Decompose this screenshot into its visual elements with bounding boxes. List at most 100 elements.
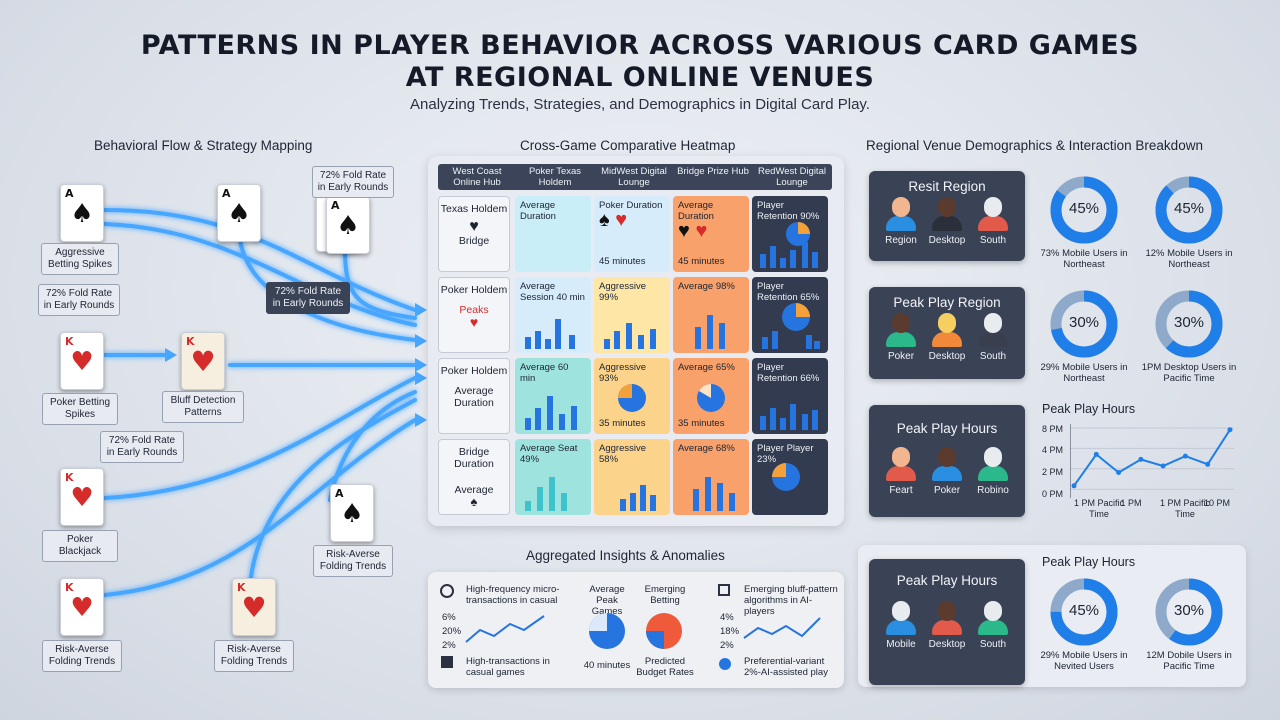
cell-text: Average Duration bbox=[520, 200, 556, 222]
bar bbox=[780, 258, 786, 268]
cell-text: Average Seat 49% bbox=[520, 443, 578, 465]
card-king-hearts: K ♥ bbox=[60, 468, 104, 526]
donut-value: 30% bbox=[1068, 314, 1100, 331]
cell-text: Aggressive 93% bbox=[599, 362, 646, 384]
cell-text: Poker Duration bbox=[599, 200, 663, 211]
insight-sparkline bbox=[465, 615, 545, 643]
heatmap-cell: Player Player 23% bbox=[752, 439, 828, 515]
flow-line bbox=[103, 208, 417, 312]
donut-caption: 12M Dobile Users in Pacific Time bbox=[1146, 650, 1232, 672]
person-label: Poker bbox=[933, 485, 961, 496]
insight-text: Emerging bluff-pattern algorithms in AI-… bbox=[744, 584, 838, 617]
cell-text: Average Session 40 min bbox=[520, 281, 585, 303]
hours-ytick: 8 PM bbox=[1042, 424, 1064, 434]
row-label-text: Texas Holdem bbox=[440, 203, 508, 215]
bar bbox=[604, 339, 610, 349]
bar bbox=[705, 477, 711, 511]
line-point bbox=[1138, 456, 1144, 462]
card-king-hearts: K ♥ bbox=[60, 578, 104, 636]
bar bbox=[559, 414, 565, 430]
cell-text: Aggressive 99% bbox=[599, 281, 646, 303]
spade-icon: ♠ bbox=[599, 209, 610, 231]
heatmap-row-label: Poker Holdem Average Duration bbox=[438, 358, 510, 434]
mini-chart bbox=[762, 303, 820, 349]
hours-chart-title-2: Peak Play Hours bbox=[1042, 555, 1136, 569]
donut-value: 45% bbox=[1068, 200, 1100, 217]
heatmap-cell: Aggressive 99% bbox=[594, 277, 670, 353]
person-label: Mobile bbox=[886, 639, 916, 650]
cell-text: Player Retention 90% bbox=[757, 200, 820, 222]
donut-caption: 29% Mobile Users in Nevited Users bbox=[1040, 650, 1128, 672]
region-panel: Peak Play Region Poker Desktop South bbox=[869, 287, 1025, 379]
donut-caption: 73% Mobile Users in Northeast bbox=[1040, 248, 1128, 270]
row-label-text: Average bbox=[454, 484, 494, 496]
heart-icon: ♥ bbox=[70, 593, 94, 623]
card-rank: K bbox=[65, 335, 74, 348]
bar bbox=[693, 489, 699, 511]
donut-caption: 29% Mobile Users in Northeast bbox=[1040, 362, 1128, 384]
heart-icon: ♥ bbox=[469, 218, 479, 235]
heatmap-cell: Average Session 40 min bbox=[515, 277, 591, 353]
donut-arc bbox=[1050, 290, 1118, 358]
person-icon bbox=[886, 197, 916, 231]
insight-text: High-frequency micro-transactions in cas… bbox=[466, 584, 560, 606]
arrowhead bbox=[415, 413, 427, 427]
region-panel-title: Peak Play Region bbox=[893, 295, 1001, 310]
person-icon bbox=[932, 313, 962, 347]
tick-label: 6% bbox=[442, 612, 456, 623]
insight-pies bbox=[589, 613, 682, 649]
person-icon bbox=[886, 313, 916, 347]
cell-text: Average 68% bbox=[678, 443, 735, 454]
bar bbox=[549, 477, 555, 511]
person-label: Desktop bbox=[928, 639, 966, 650]
heatmap-cell: Average 68% bbox=[673, 439, 749, 515]
heatmap-cell: Player Retention 90% bbox=[752, 196, 828, 272]
flow-line bbox=[328, 390, 417, 502]
cell-text: Average 65% bbox=[678, 362, 735, 373]
bar bbox=[695, 327, 701, 349]
cell-text: Average 98% bbox=[678, 281, 735, 292]
donut-chart bbox=[1050, 578, 1118, 646]
title-line-1: PATTERNS IN PLAYER BEHAVIOR ACROSS VARIO… bbox=[140, 30, 1140, 61]
sparkline bbox=[743, 617, 821, 639]
mini-pie bbox=[772, 463, 800, 491]
heart-icon: ♥ bbox=[615, 209, 628, 231]
heatmap-section-title: Cross-Game Comparative Heatmap bbox=[520, 138, 736, 153]
label-poker-betting: Poker Betting Spikes bbox=[42, 393, 118, 425]
person-icon bbox=[932, 447, 962, 481]
person-label: Feart bbox=[889, 485, 913, 496]
bar bbox=[525, 501, 531, 511]
card-king-face: K ♥ bbox=[181, 332, 225, 390]
card-rank: A bbox=[335, 487, 344, 500]
title-line-2: AT REGIONAL ONLINE VENUES bbox=[405, 62, 875, 93]
bar bbox=[569, 335, 575, 349]
page-title: PATTERNS IN PLAYER BEHAVIOR ACROSS VARIO… bbox=[0, 30, 1280, 94]
insight-sparkline bbox=[743, 617, 821, 639]
bar bbox=[561, 493, 567, 511]
label-fold-rate: 72% Fold Rate in Early Rounds bbox=[266, 282, 350, 314]
donut-chart bbox=[1155, 176, 1223, 244]
spade-icon: ♠ bbox=[340, 499, 364, 529]
bar bbox=[535, 331, 541, 349]
label-fold-rate: 72% Fold Rate in Early Rounds bbox=[38, 284, 120, 316]
cell-foot: 35 minutes bbox=[599, 418, 646, 429]
bar bbox=[760, 254, 766, 268]
heart-icon: ♥ bbox=[70, 483, 94, 513]
insight-text: Predicted Budget Rates bbox=[636, 656, 694, 678]
pie-slice bbox=[618, 384, 632, 398]
heatmap-cell: Average 65% 35 minutes bbox=[673, 358, 749, 434]
bar bbox=[640, 485, 646, 511]
bar bbox=[571, 406, 577, 430]
cell-text: Aggressive 58% bbox=[599, 443, 646, 465]
label-poker-blackjack: Poker Blackjack bbox=[42, 530, 118, 562]
region-panel-title: Peak Play Hours bbox=[896, 573, 998, 588]
card-ace-spades: A ♠ bbox=[60, 184, 104, 242]
card-ace-spades: A ♠ bbox=[326, 196, 370, 254]
flow-line bbox=[103, 418, 417, 597]
flow-line bbox=[343, 248, 417, 320]
insights-panel bbox=[428, 572, 844, 688]
mini-bars bbox=[521, 471, 585, 511]
person-icon bbox=[978, 601, 1008, 635]
region-panel-title: Peak Play Hours bbox=[896, 421, 998, 436]
person-label: South bbox=[979, 235, 1007, 246]
